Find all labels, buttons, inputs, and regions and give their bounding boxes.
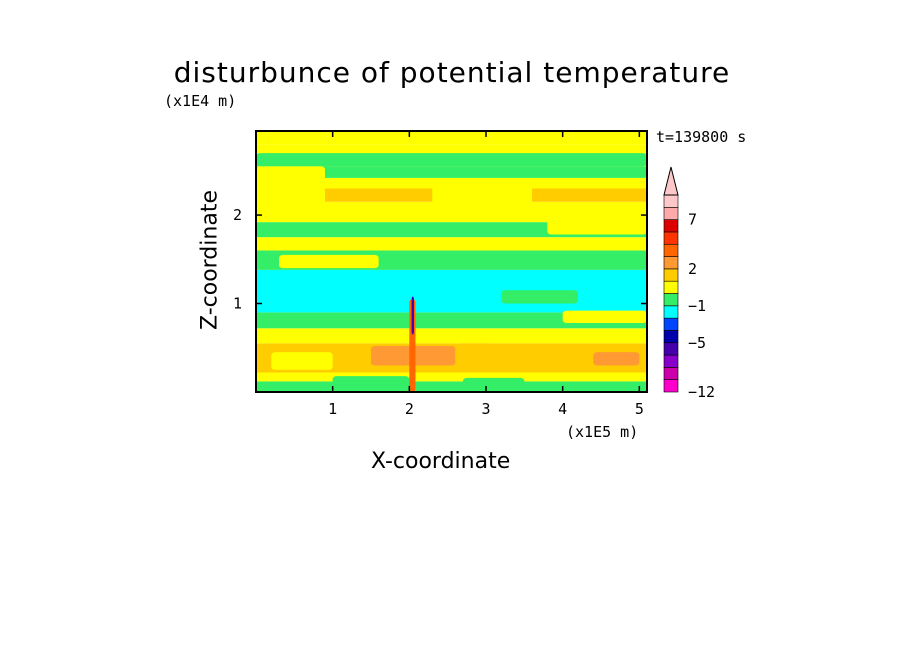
axis-ticks: 1 2 3 4 5 1 2 — [233, 131, 647, 418]
colorbar-extend-arrow — [663, 166, 679, 196]
colorbar-swatch-13 — [663, 219, 679, 233]
contour-patch-0 — [256, 153, 647, 167]
colorbar-swatch-11 — [663, 243, 679, 257]
contour-band-14 — [256, 131, 647, 145]
contour-patch-12 — [332, 376, 410, 385]
x-tick-label-1: 2 — [405, 400, 414, 418]
colorbar-label-3: 2 — [688, 260, 697, 278]
colorbar-swatch-3 — [663, 342, 679, 356]
colorbar-swatch-12 — [663, 231, 679, 245]
colorbar-swatch-6 — [663, 305, 679, 319]
x-axis-label: X-coordinate — [371, 449, 511, 474]
contour-patch-3 — [547, 219, 647, 235]
colorbar-swatch-0 — [663, 379, 679, 393]
contour-patch-13 — [463, 377, 525, 387]
x-tick-label-3: 4 — [558, 400, 567, 418]
contour-patch-15 — [411, 296, 414, 335]
contour-band-3 — [256, 328, 647, 344]
contour-patch-4 — [279, 254, 379, 269]
x-tick-label-0: 1 — [328, 400, 337, 418]
colorbar-label-1: −5 — [688, 334, 706, 352]
contour-band-5 — [256, 269, 647, 313]
colorbar-label-0: −12 — [688, 383, 715, 401]
contour-band-4 — [256, 312, 647, 329]
colorbar-swatch-8 — [663, 280, 679, 294]
colorbar-swatch-14 — [663, 207, 679, 220]
colorbar-label-2: −1 — [688, 297, 706, 315]
x-tick-label-4: 5 — [635, 400, 644, 418]
plot-frame — [255, 130, 648, 393]
contour-patch-14 — [409, 299, 416, 392]
contour-band-0 — [256, 381, 647, 392]
contour-patch-9 — [455, 343, 494, 362]
colorbar-swatch-4 — [663, 330, 679, 344]
contour-patch-2 — [432, 179, 532, 220]
y-tick-label-1: 2 — [233, 206, 242, 224]
contour-patch-5 — [501, 290, 578, 304]
contour-patch-11 — [593, 352, 640, 366]
y-tick-label-0: 1 — [233, 295, 242, 313]
contour-band-7 — [256, 237, 647, 251]
contour-patch-10 — [532, 345, 586, 362]
time-label: t=139800 s — [656, 128, 747, 146]
contour-patch-6 — [562, 310, 647, 323]
contour-band-12 — [256, 166, 647, 178]
chart-title: disturbunce of potential temperature — [173, 56, 731, 89]
colorbar-swatch-2 — [663, 354, 679, 368]
colorbar: −12−5−127 — [663, 166, 715, 401]
contour-patch-1 — [256, 166, 325, 216]
colorbar-swatch-15 — [663, 194, 679, 208]
x-tick-label-2: 3 — [481, 400, 490, 418]
colorbar-swatch-10 — [663, 256, 679, 270]
colorbar-swatch-7 — [663, 293, 679, 307]
colorbar-swatch-9 — [663, 268, 679, 282]
colorbar-swatch-5 — [663, 317, 679, 331]
contour-patch-7 — [271, 352, 333, 370]
contour-band-1 — [256, 372, 647, 382]
contour-fills — [256, 131, 647, 392]
colorbar-label-4: 7 — [688, 211, 697, 229]
z-axis-unit: (x1E4 m) — [164, 92, 237, 110]
colorbar-swatch-1 — [663, 367, 679, 380]
x-axis-unit: (x1E5 m) — [566, 423, 639, 441]
